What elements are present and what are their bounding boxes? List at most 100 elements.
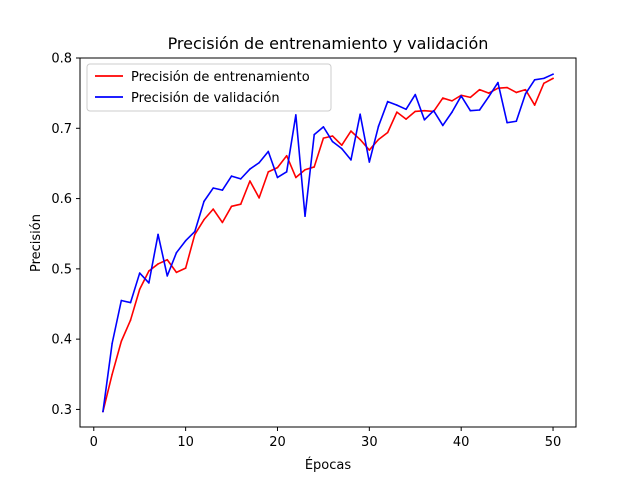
data-point-validation (267, 150, 270, 153)
legend-label-validation: Precisión de validación (131, 91, 280, 106)
data-point-validation (295, 114, 297, 116)
data-point-training (111, 373, 113, 376)
data-point-training (184, 267, 187, 269)
data-point-validation (533, 78, 536, 81)
data-point-training (313, 166, 316, 168)
data-point-training (120, 340, 123, 343)
data-point-validation (423, 119, 426, 121)
chart-title: Precisión de entrenamiento y validación (168, 34, 489, 53)
data-point-training (359, 138, 361, 141)
data-point-training (138, 288, 141, 291)
data-point-training (487, 92, 490, 94)
data-point-training (175, 271, 178, 274)
data-point-training (552, 77, 554, 80)
data-point-training (405, 118, 407, 120)
data-point-validation (543, 77, 545, 80)
data-point-validation (340, 147, 343, 150)
data-point-training (340, 144, 343, 146)
data-point-training (157, 263, 159, 265)
y-tick-label: 0.5 (51, 262, 72, 277)
y-tick-label: 0.4 (51, 333, 72, 348)
data-point-training (423, 109, 426, 112)
data-point-training (386, 131, 389, 134)
data-point-training (377, 138, 380, 141)
x-tick-label: 30 (361, 435, 378, 450)
data-point-validation (157, 233, 159, 236)
data-point-validation (322, 126, 325, 128)
data-point-validation (313, 133, 316, 136)
data-point-validation (230, 175, 233, 177)
series-layer (102, 73, 554, 413)
data-point-validation (478, 109, 481, 111)
data-point-validation (120, 299, 123, 302)
data-point-validation (138, 272, 141, 274)
data-point-validation (405, 108, 407, 111)
x-tick-label: 20 (269, 435, 286, 450)
data-point-validation (377, 125, 380, 127)
data-point-training (524, 88, 527, 91)
data-point-training (331, 135, 334, 137)
data-point-training (249, 180, 251, 182)
plot-frame (79, 57, 577, 428)
data-point-training (230, 205, 233, 208)
y-tick-label: 0.6 (51, 192, 72, 207)
y-tick-label: 0.7 (51, 122, 72, 137)
data-point-training (469, 96, 472, 99)
data-point-validation (203, 200, 205, 203)
data-point-training (221, 221, 224, 224)
data-point-validation (368, 161, 371, 163)
data-point-training (267, 171, 270, 173)
x-tick-label: 50 (545, 435, 562, 450)
data-point-training (166, 258, 169, 261)
data-point-validation (331, 140, 334, 143)
data-point-validation (304, 215, 306, 217)
data-point-training (276, 166, 279, 169)
data-point-training (304, 168, 306, 171)
data-point-validation (258, 161, 260, 164)
data-point-training (543, 82, 545, 85)
data-point-training (203, 218, 205, 221)
data-point-training (212, 208, 214, 210)
data-point-validation (396, 104, 398, 106)
y-tick-label: 0.3 (51, 403, 72, 418)
data-point-validation (148, 282, 150, 284)
data-point-validation (460, 95, 462, 97)
data-point-validation (249, 168, 251, 170)
data-point-training (396, 111, 398, 113)
data-point-validation (432, 109, 435, 112)
data-point-training (295, 176, 297, 179)
data-point-training (322, 137, 325, 139)
data-point-validation (239, 178, 242, 180)
data-point-validation (469, 109, 472, 112)
data-point-validation (451, 111, 453, 113)
data-point-validation (184, 239, 187, 242)
data-point-training (533, 104, 536, 106)
x-tick-label: 40 (453, 435, 470, 450)
data-point-training (506, 86, 508, 89)
data-point-validation (506, 121, 508, 124)
data-point-training (239, 203, 242, 205)
data-point-training (148, 270, 150, 272)
data-point-validation (285, 171, 288, 173)
legend-label-training: Precisión de entrenamiento (131, 70, 310, 85)
data-point-training (258, 197, 260, 199)
y-axis: 0.3 0.4 0.5 0.6 0.7 0.8 (51, 52, 80, 418)
x-axis: 0 10 20 30 40 50 (90, 427, 562, 450)
data-point-training (194, 233, 196, 236)
legend: Precisión de entrenamiento Precisión de … (86, 63, 332, 112)
data-point-training (515, 91, 518, 94)
x-axis-title: Épocas (305, 457, 352, 473)
data-point-validation (102, 410, 104, 413)
data-point-training (129, 319, 132, 321)
data-point-validation (221, 189, 224, 191)
data-point-validation (194, 230, 196, 233)
series-line-validation (102, 73, 554, 413)
data-point-training (414, 110, 417, 113)
data-point-training (368, 149, 371, 151)
data-point-validation (175, 251, 178, 254)
data-point-validation (386, 100, 389, 103)
x-tick-label: 10 (177, 435, 194, 450)
data-point-validation (497, 81, 499, 84)
data-point-validation (524, 93, 527, 95)
